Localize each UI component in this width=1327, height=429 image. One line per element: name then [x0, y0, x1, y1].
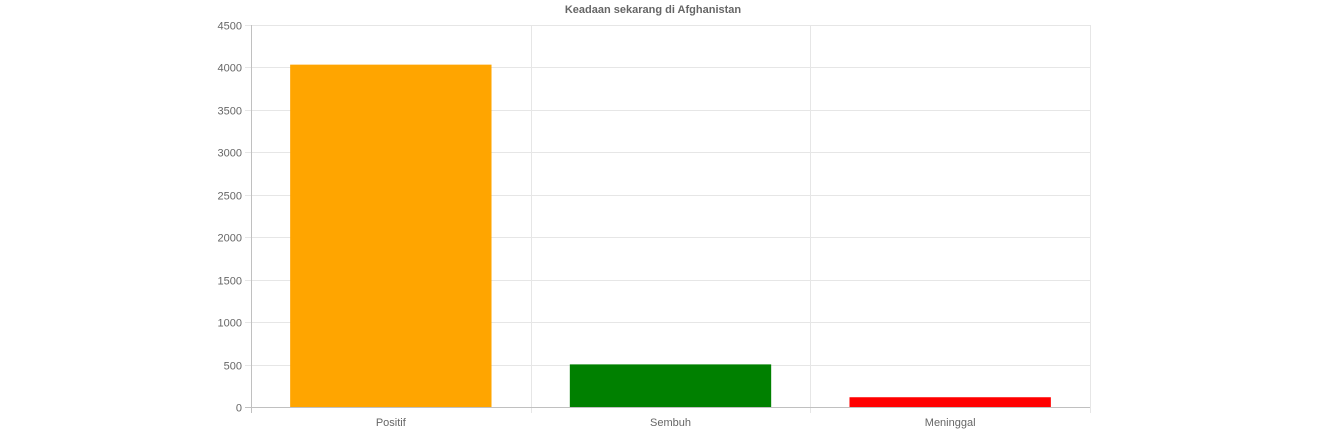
- chart-title: Keadaan sekarang di Afghanistan: [565, 4, 742, 16]
- y-tick-label: 1000: [218, 318, 242, 330]
- bar-positif: [290, 64, 492, 407]
- x-tick-label: Meninggal: [925, 417, 976, 429]
- bars: [290, 64, 1051, 407]
- x-tick-label: Positif: [376, 417, 407, 429]
- y-tick-label: 4000: [218, 63, 242, 75]
- y-tick-label: 2000: [218, 233, 242, 245]
- y-tick-label: 3500: [218, 106, 242, 118]
- bar-sembuh: [569, 364, 772, 407]
- y-tick-label: 4500: [218, 21, 242, 33]
- x-tick-label: Sembuh: [650, 417, 691, 429]
- tick-labels: 0 500 1000 1500 2000 2500 3000 3500 4000 4500 Posi…: [218, 21, 976, 429]
- y-tick-label: 500: [224, 361, 242, 373]
- y-tick-label: 2500: [218, 191, 242, 203]
- y-tick-label: 3000: [218, 148, 242, 160]
- y-tick-label: 0: [236, 403, 242, 415]
- y-tick-label: 1500: [218, 276, 242, 288]
- axes: [245, 25, 1090, 413]
- bar-meninggal: [849, 397, 1051, 407]
